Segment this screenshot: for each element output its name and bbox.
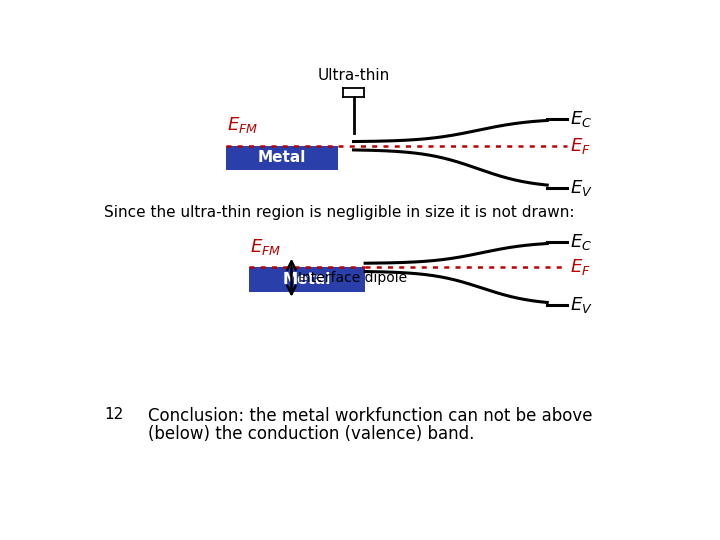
Text: $E_{FM}$: $E_{FM}$ [228,115,258,135]
Text: $E_V$: $E_V$ [570,295,593,315]
Text: $E_V$: $E_V$ [570,178,593,198]
Text: Conclusion: the metal workfunction can not be above: Conclusion: the metal workfunction can n… [148,408,593,426]
Text: $E_F$: $E_F$ [570,136,591,156]
Text: 12: 12 [104,408,123,422]
Bar [249,267,365,292]
Text: $E_F$: $E_F$ [570,258,591,278]
Bar [225,146,338,170]
Text: Metal: Metal [283,272,331,287]
Text: Metal: Metal [258,151,306,165]
Text: (below) the conduction (valence) band.: (below) the conduction (valence) band. [148,425,474,443]
Text: Ultra-thin: Ultra-thin [318,68,390,83]
Text: $E_{FM}$: $E_{FM}$ [251,237,282,256]
Text: Since the ultra-thin region is negligible in size it is not drawn:: Since the ultra-thin region is negligibl… [104,205,575,220]
Text: $E_C$: $E_C$ [570,232,593,252]
Text: Interface dipole: Interface dipole [297,271,407,285]
Text: $E_C$: $E_C$ [570,109,593,129]
